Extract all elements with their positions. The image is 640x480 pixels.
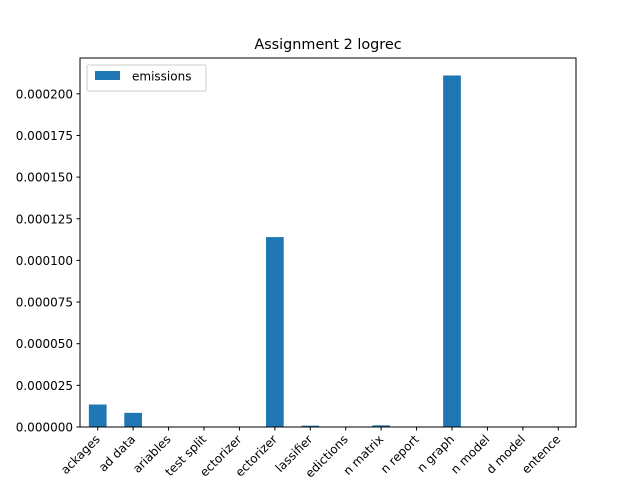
y-axis: 0.000000 0.000025 0.000050 0.000075 0.000100… bbox=[16, 87, 80, 435]
y-tick-label: 0.000200 bbox=[16, 87, 73, 101]
legend-swatch bbox=[95, 71, 120, 80]
bars-group bbox=[88, 75, 461, 427]
y-tick-label: 0.000125 bbox=[16, 212, 73, 226]
bar bbox=[266, 237, 284, 427]
y-tick-label: 0.000075 bbox=[16, 296, 73, 310]
x-tick-label: entence bbox=[519, 432, 563, 476]
bar bbox=[301, 425, 320, 427]
x-tick-label: ackages bbox=[58, 432, 103, 477]
y-tick-label: 0.000175 bbox=[16, 129, 73, 143]
y-tick-label: 0.000025 bbox=[16, 379, 73, 393]
bar bbox=[372, 425, 390, 427]
bar bbox=[443, 75, 461, 427]
y-tick-label: 0.000100 bbox=[16, 254, 73, 268]
legend: emissions bbox=[86, 64, 207, 92]
bar bbox=[124, 412, 142, 427]
y-tick-label: 0.000000 bbox=[16, 421, 73, 435]
chart-title: Assignment 2 logrec bbox=[254, 37, 401, 53]
legend-label: emissions bbox=[132, 70, 191, 84]
y-tick-label: 0.000050 bbox=[16, 337, 73, 351]
axes-frame bbox=[79, 57, 577, 428]
x-tick-label: n report bbox=[378, 432, 422, 476]
bar bbox=[88, 404, 107, 427]
y-tick-label: 0.000150 bbox=[16, 171, 73, 185]
